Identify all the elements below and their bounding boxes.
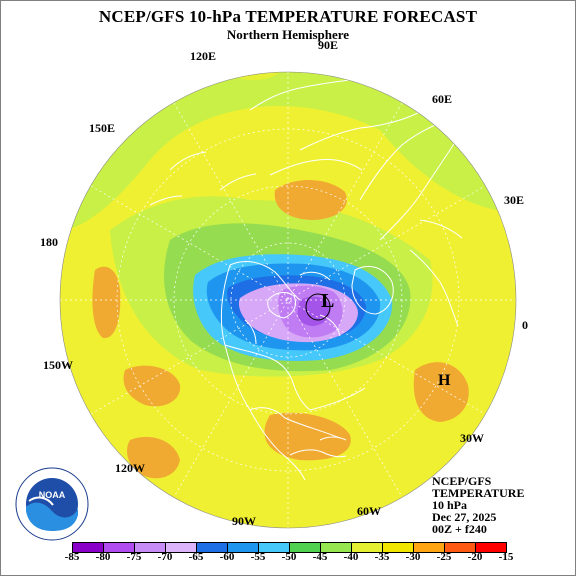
- info-variable: TEMPERATURE: [432, 486, 525, 500]
- colorbar-label: -70: [157, 551, 173, 563]
- low-pressure-marker: L: [321, 290, 335, 312]
- info-date: Dec 27, 2025: [432, 510, 497, 524]
- info-level: 10 hPa: [432, 498, 468, 512]
- colorbar-label: -20: [467, 551, 483, 563]
- colorbar-label: -25: [436, 551, 452, 563]
- lon-label-0: 0: [522, 318, 528, 332]
- colorbar-label: -60: [219, 551, 235, 563]
- colorbar-label: -50: [281, 551, 297, 563]
- info-model: NCEP/GFS: [432, 474, 492, 488]
- colorbar-label: -65: [188, 551, 204, 563]
- colorbar-label: -55: [250, 551, 266, 563]
- colorbar-label: -35: [374, 551, 390, 563]
- colorbar-label: -45: [312, 551, 328, 563]
- forecast-info: NCEP/GFS TEMPERATURE 10 hPa Dec 27, 2025…: [432, 475, 524, 535]
- lon-label-60e: 60E: [432, 92, 453, 106]
- colorbar-label: -15: [498, 551, 514, 563]
- noaa-logo-text: NOAA: [39, 490, 66, 500]
- info-forecast-hour: 00Z + f240: [432, 522, 487, 536]
- lat-lon-grid: [60, 72, 516, 528]
- coastlines: [149, 79, 473, 481]
- lon-label-30w: 30W: [460, 431, 484, 445]
- page-title: NCEP/GFS 10-hPa TEMPERATURE FORECAST: [98, 7, 478, 26]
- color-scale-bar: [72, 542, 507, 553]
- lon-label-30e: 30E: [504, 193, 525, 207]
- lon-label-180: 180: [40, 235, 58, 249]
- colorbar-label: -30: [405, 551, 421, 563]
- lon-label-150e: 150E: [89, 121, 116, 135]
- map-border: [59, 71, 517, 529]
- colorbar-label: -80: [95, 551, 111, 563]
- lon-label-150w: 150W: [43, 358, 73, 372]
- noaa-logo: NOAA: [15, 467, 89, 541]
- high-pressure-marker: H: [438, 372, 451, 389]
- colorbar-label: -75: [126, 551, 142, 563]
- temperature-field: [60, 72, 516, 528]
- lon-label-90e: 90E: [318, 38, 339, 52]
- lon-label-120w: 120W: [115, 461, 145, 475]
- lon-label-90w: 90W: [232, 514, 256, 528]
- page-subtitle: Northern Hemisphere: [226, 27, 350, 42]
- colorbar-label: -85: [64, 551, 80, 563]
- colorbar-label: -40: [343, 551, 359, 563]
- lon-label-120e: 120E: [190, 49, 217, 63]
- lon-label-60w: 60W: [357, 504, 381, 518]
- colorbar-segment: [475, 542, 507, 553]
